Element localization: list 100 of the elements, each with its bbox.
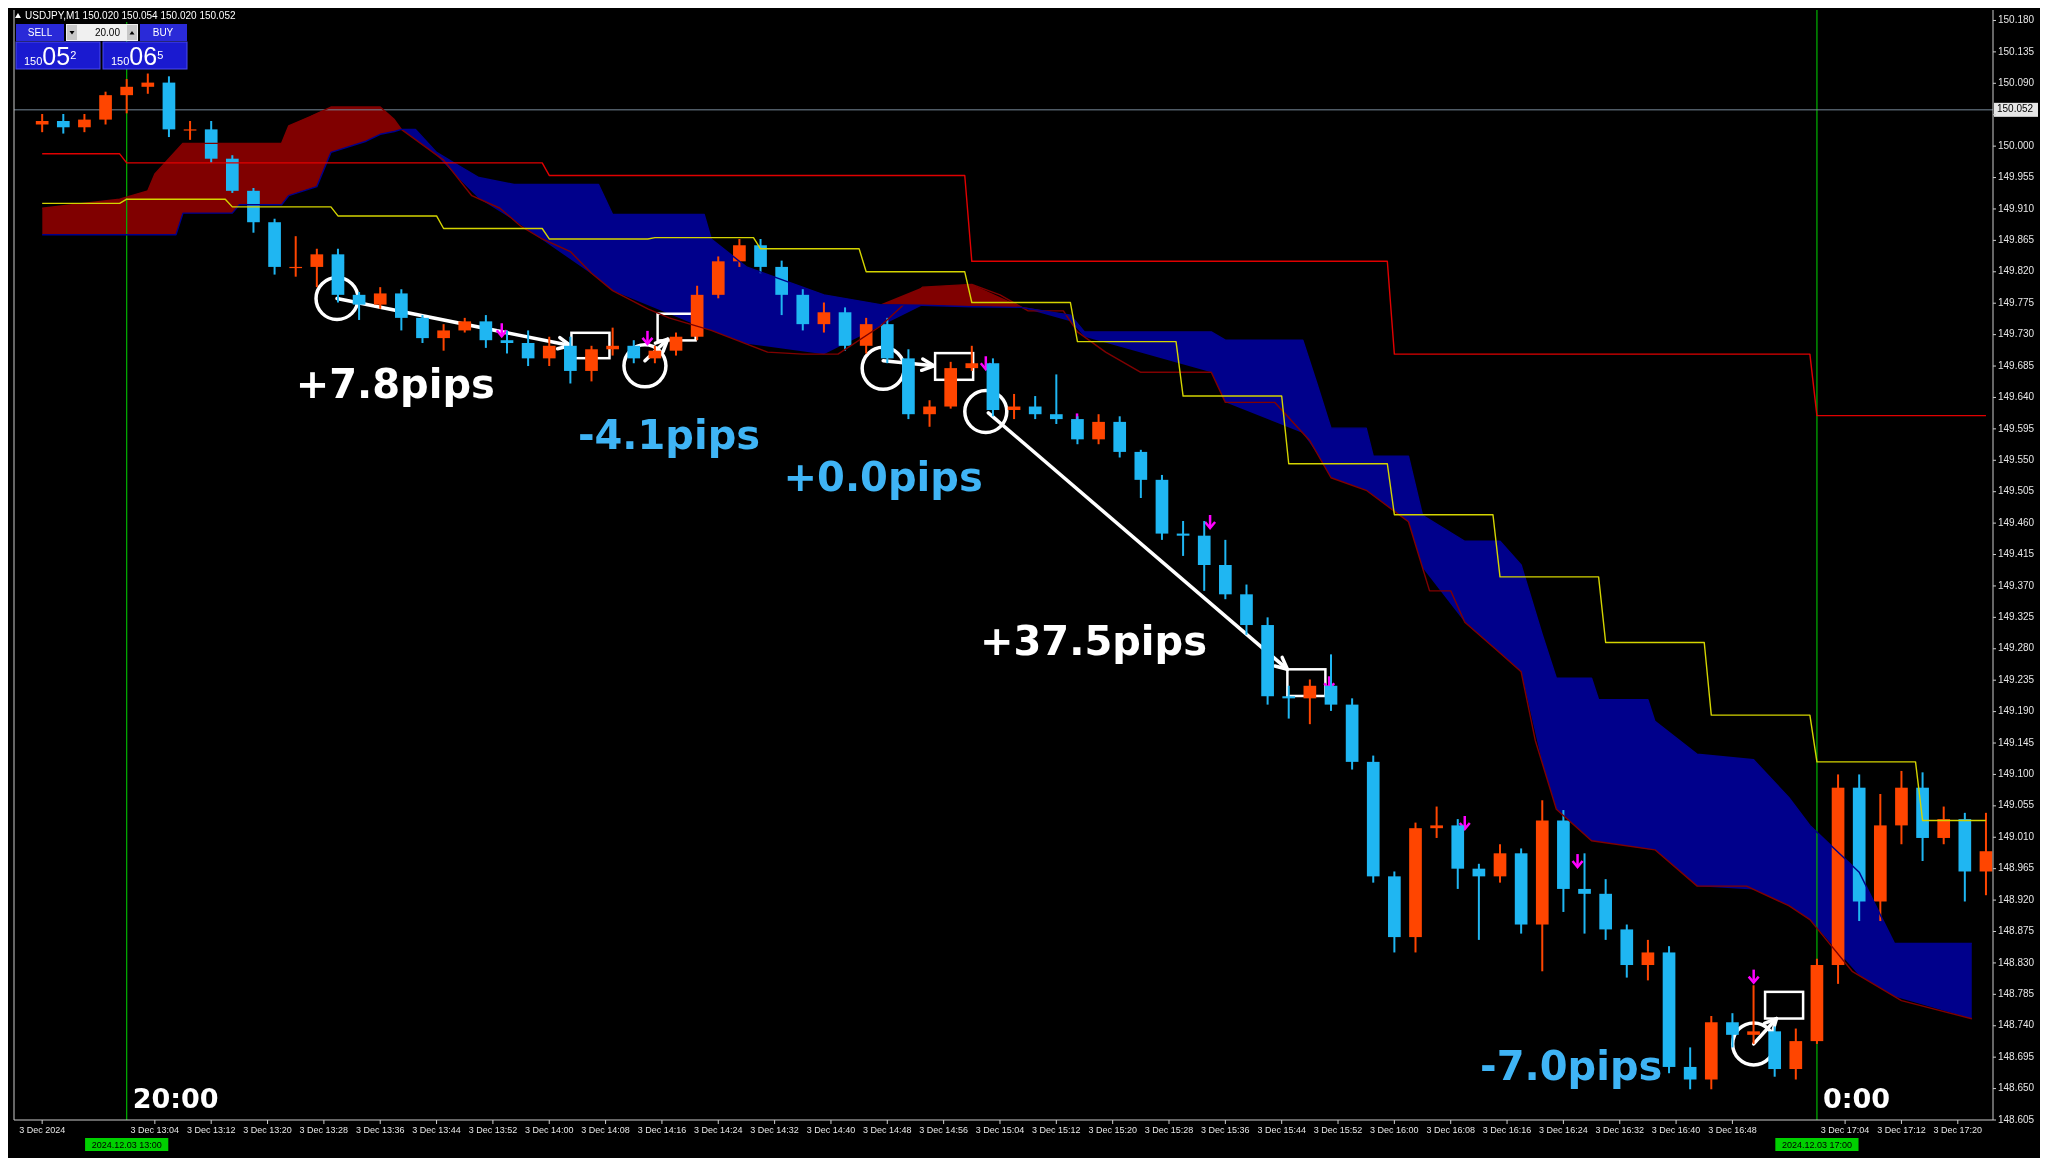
- x-tick-label: 3 Dec 15:52: [1313, 1125, 1363, 1135]
- y-tick-label: 149.325: [1998, 611, 2035, 622]
- candlestick: [56, 113, 70, 135]
- y-tick-label: 149.955: [1998, 171, 2035, 183]
- y-tick-label: 149.280: [1998, 642, 2035, 654]
- candlestick: [754, 237, 767, 275]
- annotation: SELL: [27, 27, 53, 38]
- x-tick-label: 3 Dec 2024: [19, 1125, 66, 1135]
- y-tick-label: 149.685: [1998, 359, 2035, 371]
- y-tick-label: 148.605: [1998, 1113, 2035, 1125]
- x-tick-label: 3 Dec 14:16: [637, 1125, 687, 1135]
- text: 2024.12.03 17:00: [1781, 1140, 1852, 1150]
- y-tick-label: 149.055: [1998, 799, 2035, 811]
- y-tick-label: 150.090: [1998, 76, 2035, 88]
- chart-title: USDJPY,M1 150.020 150.054 150.020 150.052: [25, 10, 236, 21]
- text: 2024.12.03 13:00: [91, 1140, 162, 1150]
- y-tick-label: 148.920: [1998, 893, 2035, 905]
- candlestick: [120, 78, 134, 115]
- candlestick: [1726, 1012, 1739, 1049]
- x-tick-label: 3 Dec 15:28: [1144, 1125, 1194, 1135]
- annotation: 15005$^{2}$: [24, 42, 77, 70]
- candlestick: [310, 247, 324, 289]
- y-tick-label: 149.415: [1998, 548, 2035, 560]
- candlestick: [1303, 678, 1317, 726]
- candlestick: [521, 329, 535, 368]
- y-tick-label: 148.875: [1998, 925, 2035, 937]
- y-tick-label: 150.135: [1998, 45, 2035, 57]
- y-tick-label: 149.100: [1998, 768, 2035, 780]
- candlestick: [416, 314, 429, 344]
- x-tick-label: 3 Dec 17:20: [1933, 1125, 1983, 1135]
- y-tick-label: 149.550: [1998, 453, 2035, 465]
- candlestick: [1092, 413, 1105, 446]
- annotation: 20.00: [94, 27, 121, 38]
- x-tick-label: 3 Dec 16:08: [1426, 1125, 1475, 1135]
- candlestick: [859, 316, 873, 355]
- x-tick-label: 3 Dec 13:52: [468, 1125, 518, 1135]
- x-tick-label: 3 Dec 16:40: [1651, 1125, 1701, 1135]
- y-tick-label: 149.460: [1998, 516, 2035, 528]
- y-tick-label: 149.190: [1998, 705, 2035, 717]
- line-series: [41, 198, 1987, 822]
- x-tick-label: 3 Dec 13:36: [355, 1125, 405, 1135]
- sell-button: SELL: [16, 24, 64, 41]
- candlestick: [669, 331, 683, 357]
- x-tick-label: 3 Dec 15:36: [1201, 1125, 1250, 1135]
- annotation: +0.0pips: [783, 454, 983, 501]
- y-tick-label: 149.640: [1998, 391, 2035, 403]
- candlestick: [1578, 852, 1591, 935]
- ask-price-box: 15006$^{5}$: [102, 41, 188, 70]
- x-tick-label: 3 Dec 16:32: [1595, 1125, 1645, 1135]
- candlestick: [1683, 1046, 1697, 1091]
- candlestick: [733, 237, 746, 268]
- x-tick-label: 3 Dec 13:04: [130, 1125, 180, 1135]
- x-tick-label: 3 Dec 13:12: [186, 1125, 236, 1135]
- y-tick-label: 148.650: [1998, 1082, 2035, 1094]
- candlestick: [542, 335, 556, 368]
- y-tick-label: 149.235: [1998, 673, 2035, 685]
- bid-price-box: 15005$^{2}$: [15, 41, 101, 70]
- candlestick: [1493, 843, 1507, 884]
- x-tick-label: 3 Dec 14:48: [863, 1125, 912, 1135]
- x-tick-label: 3 Dec 16:16: [1482, 1125, 1532, 1135]
- x-tick-label: 3 Dec 14:32: [750, 1125, 799, 1135]
- x-tick-label: 3 Dec 13:20: [243, 1125, 292, 1135]
- candlestick: [627, 339, 641, 365]
- x-tick-label: 3 Dec 15:44: [1257, 1125, 1306, 1135]
- x-tick-label: 3 Dec 15:04: [975, 1125, 1025, 1135]
- x-tick-label: 3 Dec 15:20: [1088, 1125, 1137, 1135]
- x-tick-label: 3 Dec 17:12: [1877, 1125, 1926, 1135]
- ref-line-label: 0:00: [1822, 1083, 1891, 1114]
- x-tick-label: 3 Dec 13:28: [299, 1125, 349, 1135]
- candlestick: [373, 286, 387, 310]
- x-tick-label: 3 Dec 14:40: [806, 1125, 856, 1135]
- y-tick-label: 148.965: [1998, 862, 2035, 874]
- ref-line-label: 20:00: [132, 1083, 219, 1114]
- candlestick: [1028, 395, 1042, 421]
- x-tick-label: 3 Dec 17:04: [1820, 1125, 1870, 1135]
- y-tick-label: 149.595: [1998, 422, 2035, 434]
- candlestick: [1049, 373, 1063, 425]
- annotation: 15006$^{5}$: [111, 42, 164, 70]
- x-tick-label: 3 Dec 13:44: [412, 1125, 461, 1135]
- x-tick-label: 3 Dec 14:08: [581, 1125, 630, 1135]
- y-tick-label: 149.775: [1998, 296, 2035, 308]
- y-tick-label: 149.370: [1998, 579, 2035, 591]
- y-tick-label: 148.785: [1998, 987, 2035, 999]
- x-tick-label: 3 Dec 14:56: [919, 1125, 968, 1135]
- x-tick-label: 3 Dec 16:24: [1539, 1125, 1588, 1135]
- candlestick: [817, 301, 831, 334]
- candlestick: [352, 291, 366, 321]
- candlestick: [141, 72, 155, 95]
- y-tick-label: 149.010: [1998, 830, 2035, 842]
- y-tick-label: 148.830: [1998, 956, 2035, 968]
- candlestick: [585, 344, 598, 383]
- x-tick-label: 3 Dec 15:12: [1032, 1125, 1081, 1135]
- y-tick-label: 149.820: [1998, 265, 2035, 277]
- y-tick-label: 148.740: [1998, 1019, 2035, 1031]
- candlestick: [500, 329, 514, 355]
- x-tick-label: 3 Dec 14:00: [524, 1125, 574, 1135]
- candlestick: [1937, 805, 1951, 846]
- candlestick: [1641, 938, 1655, 982]
- candlestick: [965, 344, 979, 372]
- candlestick: [1282, 684, 1296, 720]
